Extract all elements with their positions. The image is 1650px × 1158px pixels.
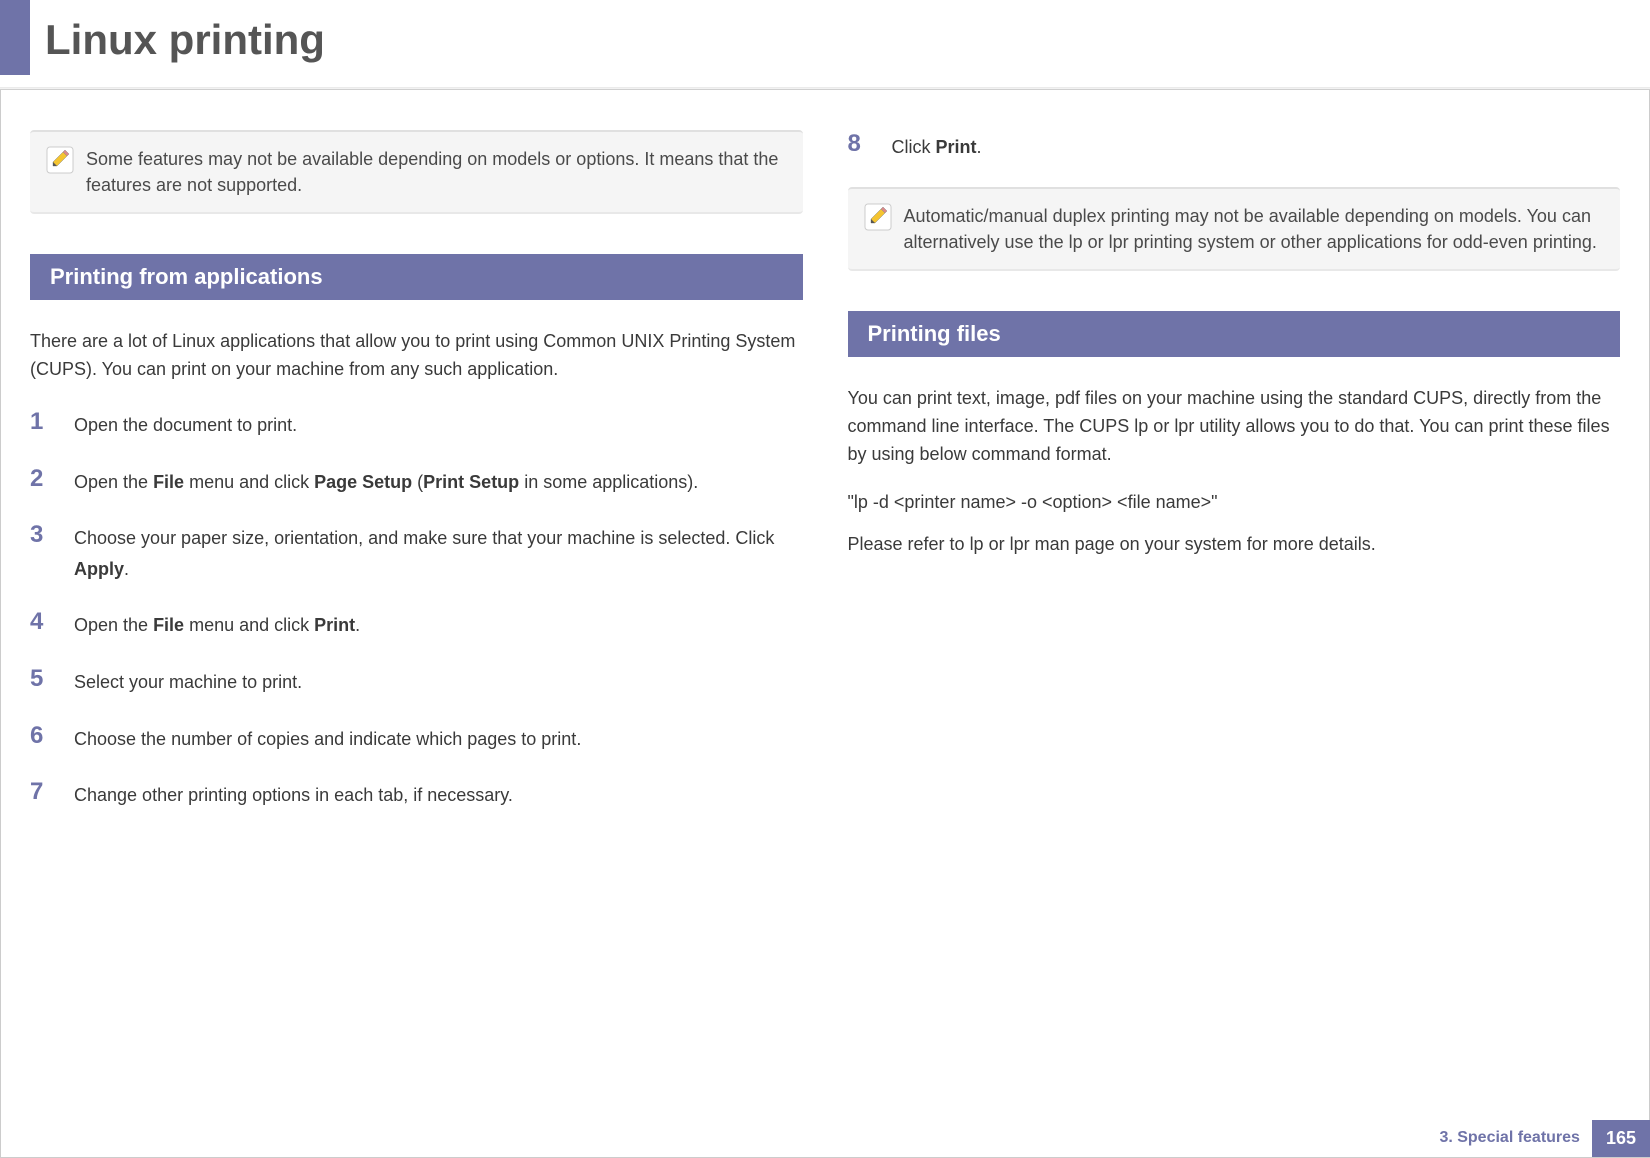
step-item: 8 Click Print. — [848, 130, 1621, 163]
step-item: 1 Open the document to print. — [30, 408, 803, 441]
step-number: 8 — [848, 130, 872, 159]
note-text-features: Some features may not be available depen… — [86, 146, 787, 198]
note-box-duplex: Automatic/manual duplex printing may not… — [848, 187, 1621, 271]
header-accent-bar — [0, 0, 30, 75]
section-header-files: Printing files — [848, 311, 1621, 357]
step-text: Change other printing options in each ta… — [74, 778, 513, 811]
step-item: 6 Choose the number of copies and indica… — [30, 722, 803, 755]
step-list: 1 Open the document to print. 2 Open the… — [30, 408, 803, 811]
step-item: 4 Open the File menu and click Print. — [30, 608, 803, 641]
step-text: Select your machine to print. — [74, 665, 302, 698]
page-title: Linux printing — [45, 16, 325, 64]
note-pencil-icon — [864, 203, 892, 231]
step-item: 7 Change other printing options in each … — [30, 778, 803, 811]
right-column: 8 Click Print. Automatic/manual duplex p… — [848, 130, 1621, 835]
step-number: 4 — [30, 608, 54, 637]
step-item: 3 Choose your paper size, orientation, a… — [30, 521, 803, 584]
step-number: 2 — [30, 465, 54, 494]
step-text: Open the document to print. — [74, 408, 297, 441]
left-column: Some features may not be available depen… — [30, 130, 803, 835]
step-text: Open the File menu and click Print. — [74, 608, 360, 641]
section-header-apps: Printing from applications — [30, 254, 803, 300]
footer-page-number: 165 — [1592, 1120, 1650, 1157]
section-body-files-2: Please refer to lp or lpr man page on yo… — [848, 531, 1621, 559]
footer-chapter: 3. Special features — [1439, 1129, 1580, 1147]
step-number: 6 — [30, 722, 54, 751]
step-text: Click Print. — [892, 130, 982, 163]
step-number: 7 — [30, 778, 54, 807]
header-divider — [0, 87, 1650, 90]
step-text: Choose your paper size, orientation, and… — [74, 521, 803, 584]
step-number: 1 — [30, 408, 54, 437]
command-example: "lp -d <printer name> -o <option> <file … — [848, 492, 1621, 513]
step-item: 5 Select your machine to print. — [30, 665, 803, 698]
step-item: 2 Open the File menu and click Page Setu… — [30, 465, 803, 498]
content-area: Some features may not be available depen… — [0, 90, 1650, 855]
section-intro-apps: There are a lot of Linux applications th… — [30, 328, 803, 384]
step-number: 3 — [30, 521, 54, 550]
note-box-features: Some features may not be available depen… — [30, 130, 803, 214]
page-footer: 3. Special features 165 — [0, 1118, 1650, 1158]
section-body-files-1: You can print text, image, pdf files on … — [848, 385, 1621, 469]
step-text: Open the File menu and click Page Setup … — [74, 465, 698, 498]
note-text-duplex: Automatic/manual duplex printing may not… — [904, 203, 1605, 255]
page-header: Linux printing — [0, 0, 1650, 90]
step-number: 5 — [30, 665, 54, 694]
step-text: Choose the number of copies and indicate… — [74, 722, 581, 755]
note-pencil-icon — [46, 146, 74, 174]
